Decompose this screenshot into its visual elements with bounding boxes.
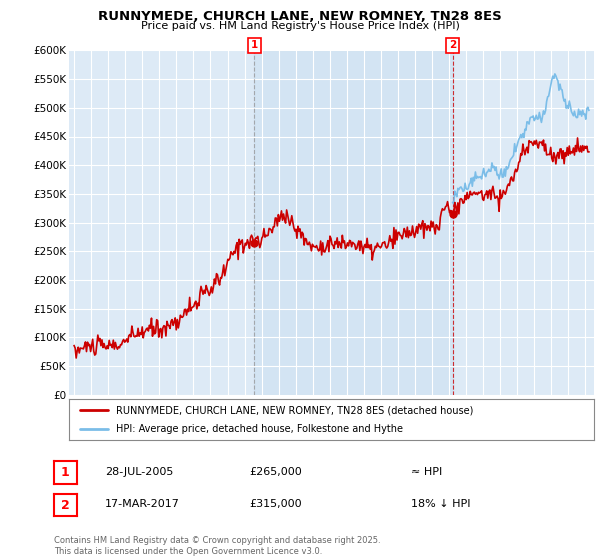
- Text: RUNNYMEDE, CHURCH LANE, NEW ROMNEY, TN28 8ES: RUNNYMEDE, CHURCH LANE, NEW ROMNEY, TN28…: [98, 10, 502, 23]
- Text: 18% ↓ HPI: 18% ↓ HPI: [411, 499, 470, 509]
- Text: £315,000: £315,000: [249, 499, 302, 509]
- Text: Price paid vs. HM Land Registry's House Price Index (HPI): Price paid vs. HM Land Registry's House …: [140, 21, 460, 31]
- Text: 17-MAR-2017: 17-MAR-2017: [105, 499, 180, 509]
- Text: RUNNYMEDE, CHURCH LANE, NEW ROMNEY, TN28 8ES (detached house): RUNNYMEDE, CHURCH LANE, NEW ROMNEY, TN28…: [116, 405, 473, 415]
- Bar: [254, 50, 452, 395]
- Text: 1: 1: [61, 466, 70, 479]
- Text: ≈ HPI: ≈ HPI: [411, 466, 442, 477]
- Text: £265,000: £265,000: [249, 466, 302, 477]
- Text: Contains HM Land Registry data © Crown copyright and database right 2025.
This d: Contains HM Land Registry data © Crown c…: [54, 536, 380, 556]
- Text: 2: 2: [449, 40, 457, 50]
- Text: HPI: Average price, detached house, Folkestone and Hythe: HPI: Average price, detached house, Folk…: [116, 424, 403, 433]
- Text: 1: 1: [251, 40, 258, 50]
- Text: 28-JUL-2005: 28-JUL-2005: [105, 466, 173, 477]
- Text: 2: 2: [61, 498, 70, 512]
